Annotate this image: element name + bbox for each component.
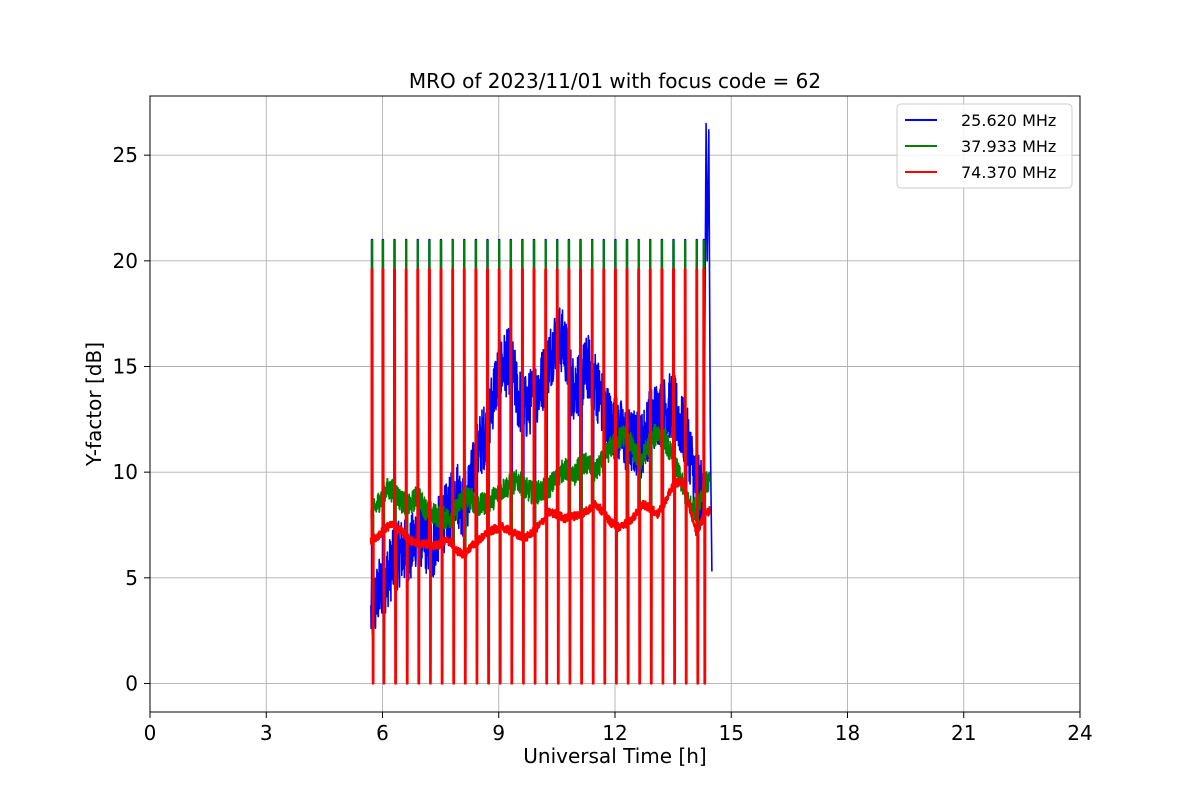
y-tick-label: 10 bbox=[113, 460, 138, 484]
y-axis-label: Y-factor [dB] bbox=[82, 342, 106, 467]
chart-title: MRO of 2023/11/01 with focus code = 62 bbox=[409, 69, 821, 93]
x-axis: 0 3 6 9 12 15 18 21 24 bbox=[144, 712, 1093, 745]
x-tick-label: 21 bbox=[951, 721, 976, 745]
series-layer bbox=[369, 122, 713, 685]
y-tick-label: 15 bbox=[113, 354, 138, 378]
legend-box bbox=[896, 103, 1073, 189]
y-tick-label: 5 bbox=[125, 566, 138, 590]
series-line-3 bbox=[369, 268, 711, 685]
x-axis-label: Universal Time [h] bbox=[523, 744, 706, 768]
x-tick-label: 6 bbox=[376, 721, 389, 745]
y-axis: 0 5 10 15 20 25 bbox=[113, 143, 150, 695]
legend-entry: 37.933 MHz bbox=[961, 137, 1056, 156]
y-tick-label: 0 bbox=[125, 671, 138, 695]
x-tick-label: 12 bbox=[602, 721, 627, 745]
x-tick-label: 0 bbox=[144, 721, 157, 745]
x-tick-label: 9 bbox=[492, 721, 505, 745]
y-tick-label: 25 bbox=[113, 143, 138, 167]
x-tick-label: 24 bbox=[1067, 721, 1092, 745]
x-tick-label: 18 bbox=[835, 721, 860, 745]
x-tick-label: 15 bbox=[719, 721, 744, 745]
x-tick-label: 3 bbox=[260, 721, 273, 745]
y-tick-label: 20 bbox=[113, 249, 138, 273]
legend-entry: 25.620 MHz bbox=[961, 111, 1056, 130]
legend-entry: 74.370 MHz bbox=[961, 163, 1056, 182]
series-line-2 bbox=[370, 240, 711, 683]
legend: 25.620 MHz 37.933 MHz 74.370 MHz bbox=[896, 103, 1073, 189]
